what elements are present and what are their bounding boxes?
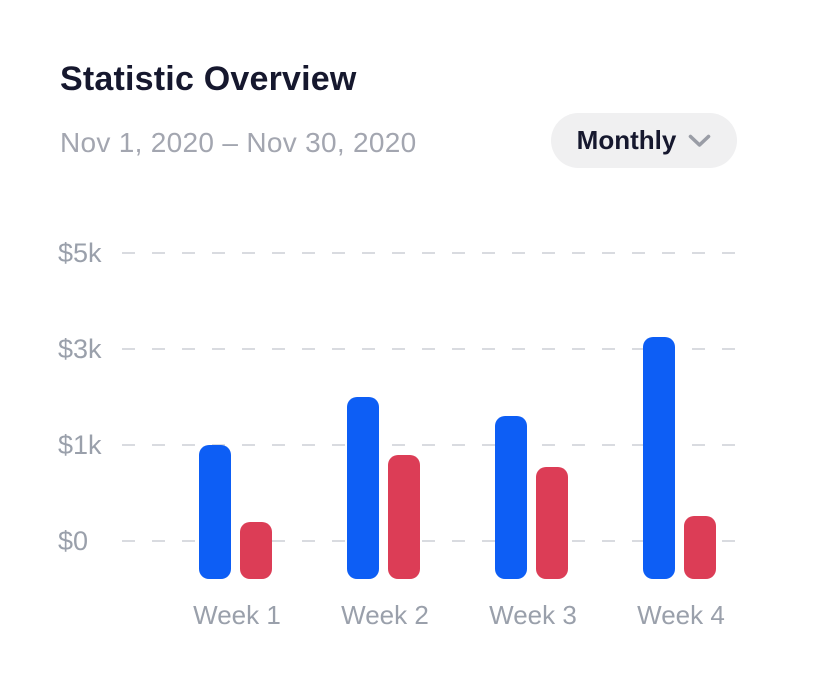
date-range: Nov 1, 2020 – Nov 30, 2020 — [60, 127, 417, 158]
bar-series-blue-week-3 — [495, 416, 527, 579]
period-dropdown-label: Monthly — [576, 125, 677, 155]
gridline-3k — [122, 348, 745, 350]
bar-series-red-week-3 — [536, 467, 568, 579]
bar-series-red-week-1 — [240, 521, 272, 579]
y-axis-label: $3k — [58, 334, 102, 364]
bar-series-red-week-4 — [684, 516, 716, 579]
page-title: Statistic Overview — [60, 60, 357, 98]
x-axis-label: Week 2 — [341, 600, 429, 630]
y-axis-label: $1k — [58, 430, 102, 460]
x-axis-label: Week 1 — [193, 600, 281, 630]
y-axis-label: $5k — [58, 238, 102, 268]
bar-series-blue-week-2 — [347, 397, 379, 579]
gridline-0 — [122, 540, 745, 542]
bar-series-blue-week-1 — [199, 445, 231, 579]
gridline-5k — [122, 252, 745, 254]
period-dropdown-button[interactable]: Monthly — [551, 113, 737, 168]
bar-series-red-week-2 — [388, 454, 420, 579]
x-axis-label: Week 4 — [637, 600, 725, 630]
y-axis-label: $0 — [58, 526, 89, 556]
chevron-down-icon — [689, 134, 711, 147]
bar-series-blue-week-4 — [643, 337, 675, 579]
gridline-1k — [122, 444, 745, 446]
x-axis-label: Week 3 — [489, 600, 577, 630]
